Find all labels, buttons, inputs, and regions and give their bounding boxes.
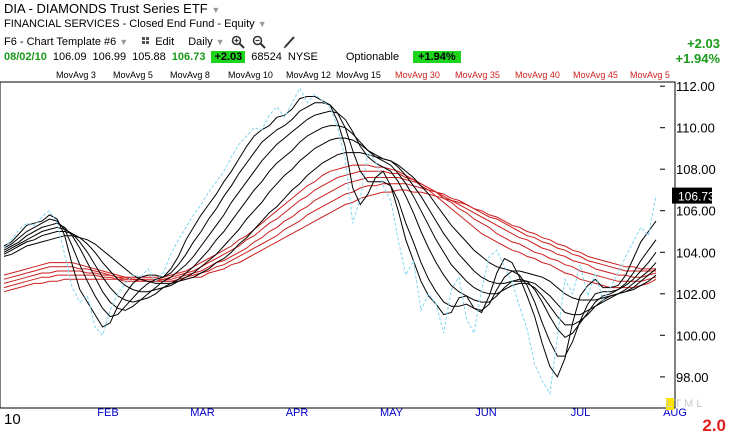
ma-label-layer: MovAvg 3 MovAvg 5 MovAvg 8 MovAvg 10 MovAvg … bbox=[56, 70, 670, 80]
quote-open: 106.09 bbox=[52, 51, 87, 63]
change-pct-badge: +1.94% bbox=[413, 51, 461, 63]
optionable-label: Optionable bbox=[345, 51, 400, 63]
x-tick-label-6: JUL bbox=[571, 407, 591, 419]
template-label: F6 - Chart Template #6 bbox=[4, 36, 117, 48]
x-tick-label-7: AUG bbox=[663, 407, 687, 419]
chart-header: DIA - DIAMONDS Trust Series ETF ▼ FINANC… bbox=[0, 0, 730, 68]
scale-letter-3[interactable]: M bbox=[684, 398, 697, 410]
zoom-out-icon[interactable] bbox=[252, 35, 267, 49]
short-ma-label-4: MovAvg 10 bbox=[228, 70, 273, 80]
quote-high: 106.99 bbox=[92, 51, 127, 63]
template-dropdown-arrow-icon: ▼ bbox=[119, 37, 129, 47]
scale-letter-1[interactable]: L bbox=[666, 398, 675, 410]
long-ma-line-5 bbox=[3, 189, 656, 293]
quote-exchange: NYSE bbox=[287, 51, 318, 63]
long-ma-label-1: MovAvg 30 bbox=[395, 70, 440, 80]
symbol-title: DIA - DIAMONDS Trust Series ETF bbox=[4, 1, 208, 16]
x-axis: FEB MAR APR MAY JUN JUL AUG bbox=[97, 407, 687, 419]
y-tick-label-7: 110.00 bbox=[676, 121, 715, 136]
period-label: Daily bbox=[188, 36, 213, 48]
period-selector[interactable]: Daily ▼ bbox=[188, 36, 224, 48]
short-ma-label-5: MovAvg 12 bbox=[286, 70, 331, 80]
y-tick-label-2: 100.00 bbox=[676, 328, 716, 343]
long-ma-line-1 bbox=[3, 164, 657, 289]
long-ma-label-3: MovAvg 40 bbox=[515, 70, 560, 80]
long-ma-label-5: MovAvg 5 bbox=[630, 70, 670, 80]
quote-date: 08/02/10 bbox=[4, 51, 47, 63]
x-tick-label-3: APR bbox=[286, 407, 309, 419]
short-ma-label-3: MovAvg 8 bbox=[170, 70, 210, 80]
scale-value: 2.0 bbox=[702, 416, 726, 435]
y-tick-label-6: 108.00 bbox=[676, 162, 716, 177]
short-ma-line-2 bbox=[3, 102, 657, 357]
y-tick-label-3: 102.00 bbox=[676, 287, 716, 302]
plot-layer bbox=[3, 87, 657, 395]
x-tick-label-2: MAR bbox=[190, 407, 215, 419]
x-tick-label-4: MAY bbox=[380, 407, 404, 419]
y-tick-label-1: 98.00 bbox=[676, 370, 709, 385]
period-dropdown-arrow-icon: ▼ bbox=[215, 37, 225, 47]
price-line bbox=[3, 87, 657, 395]
short-ma-label-6: MovAvg 15 bbox=[336, 70, 381, 80]
edit-button[interactable]: Edit bbox=[142, 36, 174, 48]
scale-letter-4[interactable]: L bbox=[696, 398, 706, 410]
y-tick-label-4: 104.00 bbox=[676, 245, 716, 260]
y-tick-label-8: 112.00 bbox=[676, 79, 715, 94]
edit-label: Edit bbox=[155, 36, 175, 48]
quote-low: 105.88 bbox=[132, 51, 166, 63]
x-tick-label-1: FEB bbox=[97, 407, 118, 419]
long-ma-line-3 bbox=[3, 177, 657, 284]
x-tick-label-5: JUN bbox=[475, 407, 496, 419]
short-ma-line-4 bbox=[3, 125, 657, 326]
change-pct-summary: +1.94% bbox=[675, 51, 720, 66]
symbol-title-row: DIA - DIAMONDS Trust Series ETF ▼ bbox=[4, 1, 220, 16]
quote-change-badge: +2.03 bbox=[211, 51, 246, 63]
last-price-label: 106.73 bbox=[678, 190, 715, 204]
last-price-box bbox=[672, 187, 712, 204]
quote-row: 08/02/10 106.09 106.99 105.88 106.73 +2.… bbox=[4, 51, 461, 63]
long-ma-line-2 bbox=[3, 170, 657, 282]
short-ma-label-1: MovAvg 3 bbox=[56, 70, 96, 80]
change-abs-summary: +2.03 bbox=[687, 36, 720, 51]
chart-toolbar: F6 - Chart Template #6 ▼ Edit Daily ▼ bbox=[4, 35, 296, 49]
scale-letter-bar: LTML bbox=[666, 398, 705, 410]
short-ma-label-2: MovAvg 5 bbox=[113, 70, 153, 80]
quote-last: 106.73 bbox=[171, 51, 206, 63]
classification-row: FINANCIAL SERVICES - Closed End Fund - E… bbox=[4, 18, 267, 30]
y-tick-label-5: 106.00 bbox=[676, 204, 716, 219]
grid-icon bbox=[142, 37, 152, 47]
plot-frame bbox=[0, 81, 676, 409]
short-ma-line-3 bbox=[3, 110, 657, 339]
classification-label: FINANCIAL SERVICES - Closed End Fund - E… bbox=[4, 18, 255, 30]
year-label: 10 bbox=[4, 411, 21, 428]
short-ma-line-6 bbox=[3, 152, 657, 301]
long-ma-label-4: MovAvg 45 bbox=[573, 70, 618, 80]
quote-volume: 68524 bbox=[251, 51, 282, 63]
template-selector[interactable]: F6 - Chart Template #6 ▼ bbox=[4, 36, 128, 48]
draw-pen-icon[interactable] bbox=[283, 35, 296, 49]
scale-letter-2[interactable]: T bbox=[674, 398, 685, 410]
zoom-in-icon[interactable] bbox=[231, 35, 246, 49]
long-ma-label-2: MovAvg 35 bbox=[455, 70, 500, 80]
y-axis: 98.00 100.00 102.00 104.00 106.00 108.00 110.0… bbox=[660, 79, 716, 385]
classification-dropdown-arrow-icon[interactable]: ▼ bbox=[257, 19, 267, 29]
long-ma-line-4 bbox=[3, 183, 656, 289]
short-ma-line-5 bbox=[3, 137, 657, 316]
symbol-dropdown-arrow-icon[interactable]: ▼ bbox=[211, 5, 221, 15]
